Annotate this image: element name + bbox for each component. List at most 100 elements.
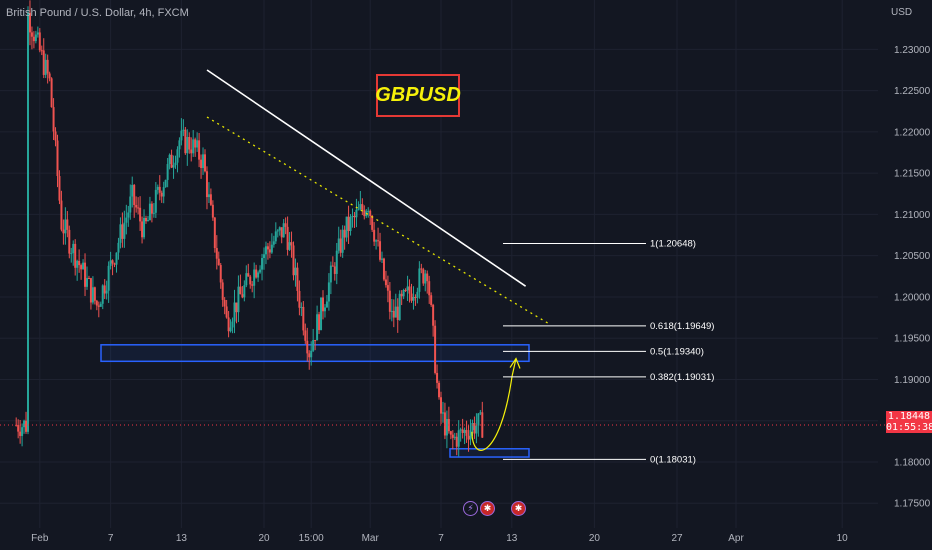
fibonacci-layer: 1(1.20648) 0.618(1.19649) 0.5(1.19340) 0.38…: [503, 238, 714, 465]
candle-body: [331, 265, 334, 267]
candle-body: [241, 294, 244, 298]
flag-icon: ✱: [483, 503, 492, 513]
annotation-title-box[interactable]: GBPUSD: [375, 74, 461, 117]
candle-body: [119, 224, 122, 243]
candle-body: [337, 238, 340, 251]
candle-body: [426, 273, 429, 282]
time-axis[interactable]: Feb 7 13 20 15:00 Mar 7 13 20 27 Apr 10: [31, 533, 848, 544]
candle-body: [103, 285, 106, 294]
candle-body: [182, 129, 185, 131]
target-zone: [449, 448, 530, 458]
price-axis[interactable]: 1.23000 1.22500 1.22000 1.21500 1.21000 1.205…: [894, 45, 931, 510]
candle-body: [192, 139, 195, 154]
candle-body: [251, 284, 254, 286]
candle-body: [91, 287, 94, 303]
candle-body: [17, 425, 20, 432]
candle-body: [320, 297, 323, 331]
candle-body: [141, 221, 144, 238]
candle-body: [125, 217, 128, 223]
projection-arrow: [471, 358, 517, 451]
candle-body: [377, 240, 380, 242]
candle-body: [109, 260, 112, 266]
candle-body: [477, 413, 480, 426]
candle-body: [408, 286, 411, 294]
candle-body: [430, 295, 433, 305]
candle-body: [30, 32, 33, 37]
candle-body: [34, 34, 37, 42]
time-tick-label: 13: [176, 533, 188, 544]
candle-body: [200, 159, 203, 168]
candle-body: [202, 154, 205, 168]
candle-body: [68, 229, 71, 254]
uk-event-flag-icon[interactable]: ✱: [480, 501, 495, 516]
fib-level-label: 0.618(1.19649): [650, 321, 714, 332]
candle-body: [471, 422, 474, 431]
candle-body: [137, 207, 140, 209]
uk-event-flag-icon-2[interactable]: ✱: [511, 501, 526, 516]
candle-body: [196, 140, 199, 148]
bar-countdown: 01:55:38: [886, 422, 932, 433]
candle-body: [302, 306, 305, 331]
candle-body: [359, 204, 362, 210]
candle-body: [314, 340, 317, 342]
candle-body: [434, 325, 437, 373]
candle-body: [105, 290, 108, 294]
time-tick-label: 7: [108, 533, 114, 544]
candle-body: [292, 245, 295, 276]
candle-body: [473, 422, 476, 434]
candle-body: [121, 224, 124, 239]
lightning-icon: ⚡: [467, 503, 474, 513]
candle-body: [42, 50, 45, 75]
candle-body: [322, 297, 324, 312]
candle-body: [72, 243, 75, 254]
candle-body: [215, 248, 218, 259]
projection-arrowhead: [509, 357, 521, 369]
fib-level-label: 0.5(1.19340): [650, 346, 704, 357]
candle-body: [247, 273, 250, 277]
candle-body: [424, 273, 427, 284]
candle-body: [445, 418, 448, 436]
candle-body: [101, 285, 104, 304]
candle-body: [162, 187, 165, 197]
candle-body: [58, 176, 61, 201]
time-tick-label: 27: [671, 533, 683, 544]
candle-body: [115, 252, 118, 265]
candle-body: [284, 223, 287, 227]
candle-body: [38, 32, 41, 51]
candle-body: [86, 278, 88, 287]
candle-body: [32, 36, 35, 42]
candle-body: [465, 429, 468, 436]
candle-body: [28, 12, 31, 33]
candle-body: [172, 165, 175, 168]
candle-body: [416, 291, 419, 298]
candle-body: [168, 154, 171, 165]
candle-body: [204, 154, 206, 172]
price-tick-label: 1.19000: [894, 375, 931, 386]
candle-body: [243, 285, 246, 298]
candle-body: [318, 314, 321, 331]
candle-body: [316, 314, 319, 341]
candle-body: [335, 250, 338, 274]
time-tick-label: 15:00: [299, 533, 324, 544]
candle-body: [237, 286, 240, 313]
candle-body: [25, 420, 28, 432]
currency-label: USD: [891, 7, 913, 18]
economic-event-icon[interactable]: ⚡: [463, 501, 478, 516]
candle-body: [375, 240, 378, 242]
candle-body: [422, 269, 425, 284]
candle-body: [398, 293, 401, 320]
candle-body: [345, 216, 348, 238]
candle-body: [50, 78, 53, 108]
candle-body: [154, 189, 157, 213]
dotted-channel-line: [206, 116, 549, 324]
candle-body: [369, 210, 372, 216]
candle-body: [310, 350, 313, 358]
candle-body: [194, 139, 197, 148]
candle-body: [245, 273, 248, 286]
candle-body: [268, 249, 271, 253]
candle-body: [274, 231, 277, 242]
candle-body: [66, 219, 69, 230]
candle-body: [351, 215, 354, 217]
candle-body: [76, 260, 79, 268]
